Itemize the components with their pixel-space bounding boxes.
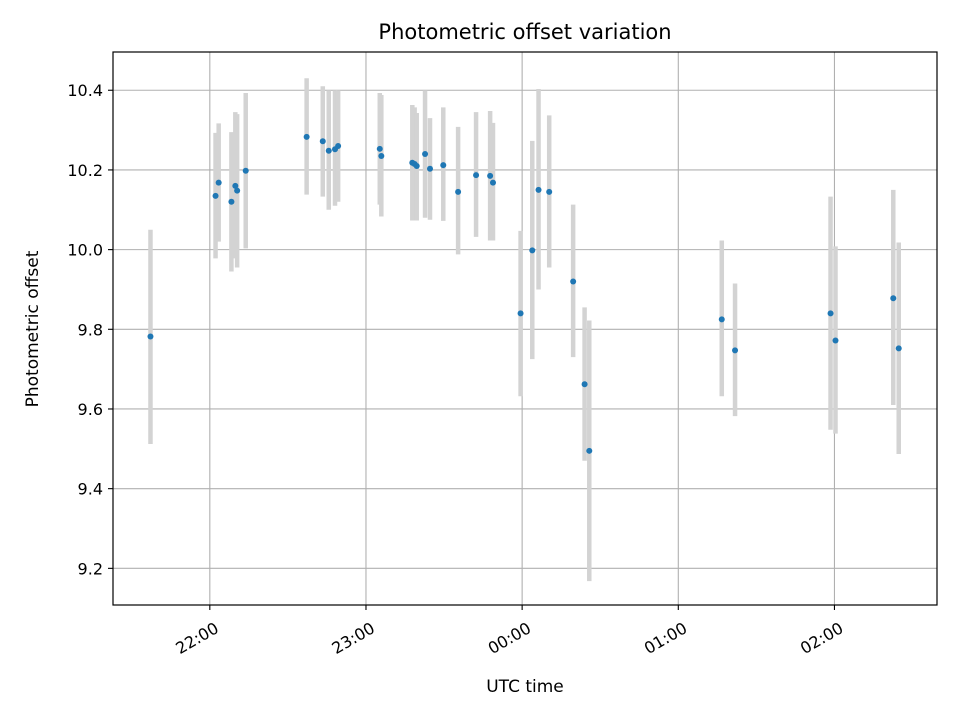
chart-title: Photometric offset variation <box>378 20 671 44</box>
data-point <box>529 247 536 254</box>
grid-lines <box>113 52 937 605</box>
data-point <box>517 310 524 317</box>
data-point <box>586 447 593 454</box>
data-point <box>427 165 434 172</box>
data-point <box>232 182 239 189</box>
data-point <box>303 133 310 140</box>
y-tick-label: 9.6 <box>78 400 103 419</box>
y-tick-label: 9.2 <box>78 559 103 578</box>
plot-frame <box>112 51 938 606</box>
y-axis-label: Photometric offset <box>23 250 43 407</box>
data-point <box>422 150 429 157</box>
data-point <box>147 333 154 340</box>
data-point <box>732 347 739 354</box>
y-tick-label: 10.0 <box>67 241 103 260</box>
data-point <box>832 337 839 344</box>
y-tick-label: 9.8 <box>78 320 103 339</box>
data-point <box>895 345 902 352</box>
data-point <box>376 145 383 152</box>
y-tick-label: 10.2 <box>67 161 103 180</box>
data-point <box>570 278 577 285</box>
data-point <box>234 187 241 194</box>
data-point <box>487 172 494 179</box>
data-point <box>827 310 834 317</box>
data-point <box>413 162 420 169</box>
y-tick-label: 10.4 <box>67 81 103 100</box>
data-point <box>325 147 332 154</box>
data-point <box>215 179 222 186</box>
data-points <box>147 133 902 454</box>
data-point <box>319 138 326 145</box>
x-axis-label: UTC time <box>486 677 564 697</box>
data-point <box>378 152 385 159</box>
data-point <box>718 316 725 323</box>
data-point <box>489 179 496 186</box>
data-point <box>242 167 249 174</box>
data-point <box>228 198 235 205</box>
data-point <box>335 143 342 150</box>
data-point <box>581 381 588 388</box>
data-point <box>890 295 897 302</box>
data-point <box>455 188 462 195</box>
y-tick-label: 9.4 <box>78 480 103 499</box>
data-point <box>440 162 447 169</box>
data-point <box>212 192 219 199</box>
data-point <box>546 188 553 195</box>
y-axis-ticks: 9.2 9.4 9.6 9.8 10.0 10.2 10.4 <box>67 81 113 578</box>
data-point <box>473 172 480 179</box>
plot-area-background <box>113 52 937 605</box>
data-point <box>535 186 542 193</box>
